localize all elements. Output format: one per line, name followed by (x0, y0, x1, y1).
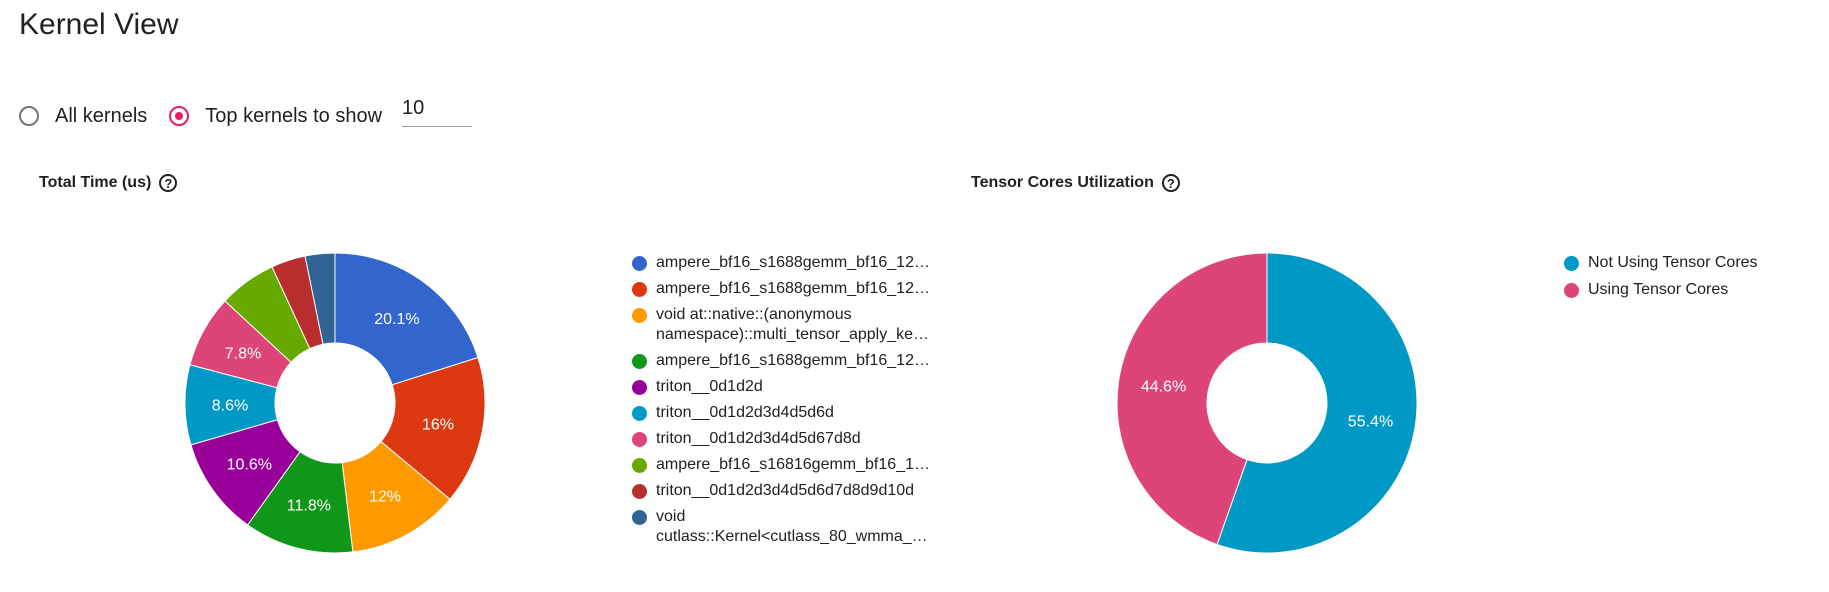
legend-item[interactable]: ampere_bf16_s1688gemm_bf16_12… (632, 253, 946, 273)
pie-slice[interactable] (304, 252, 336, 345)
legend-item[interactable]: ampere_bf16_s1688gemm_bf16_12… (632, 351, 946, 371)
kernel-filter-controls: All kernels Top kernels to show (19, 97, 473, 134)
legend-item[interactable]: triton__0d1d2d3d4d5d67d8d (632, 429, 946, 449)
legend-label-line: triton__0d1d2d3d4d5d67d8d (656, 430, 861, 447)
legend-color-dot (632, 282, 647, 297)
pie-slice[interactable] (380, 356, 486, 501)
legend-label: triton__0d1d2d (656, 377, 946, 397)
legend-label: Using Tensor Cores (1588, 280, 1828, 300)
top-kernels-label: Top kernels to show (205, 104, 383, 127)
tensor-cores-pie-chart: 55.4% 44.6% (1116, 252, 1418, 554)
legend-label: ampere_bf16_s1688gemm_bf16_12… (656, 279, 946, 299)
slice-percent-label: 7.8% (225, 345, 261, 362)
legend-label-line: triton__0d1d2d3d4d5d6d (656, 404, 834, 421)
legend-item[interactable]: Using Tensor Cores (1564, 280, 1828, 300)
slice-percent-label: 55.4% (1348, 414, 1393, 431)
legend-label-line: ampere_bf16_s16816gemm_bf16_1… (656, 456, 930, 473)
pie-slice[interactable] (334, 252, 479, 386)
legend-item[interactable]: triton__0d1d2d3d4d5d6d (632, 403, 946, 423)
legend-color-dot (632, 354, 647, 369)
top-kernels-count-input[interactable] (402, 97, 473, 127)
slice-percent-label: 11.8% (287, 498, 331, 515)
slice-percent-label: 20.1% (374, 311, 419, 328)
legend-color-dot (1564, 283, 1579, 298)
help-icon[interactable]: ? (159, 174, 178, 192)
tensor-cores-chart-title: Tensor Cores Utilization ? (971, 174, 1180, 192)
page-title: Kernel View (19, 8, 179, 41)
legend-label-line: namespace)::multi_tensor_apply_ke… (656, 326, 930, 343)
legend-item[interactable]: ampere_bf16_s1688gemm_bf16_12… (632, 279, 946, 299)
slice-percent-label: 10.6% (227, 457, 272, 474)
legend-label: ampere_bf16_s16816gemm_bf16_1… (656, 455, 946, 475)
total-time-legend: ampere_bf16_s1688gemm_bf16_12… ampere_bf1… (632, 253, 946, 553)
legend-label: Not Using Tensor Cores (1588, 253, 1828, 273)
legend-label-line: void at::native::(anonymous (656, 306, 852, 323)
legend-color-dot (632, 510, 647, 525)
total-time-chart-title: Total Time (us) ? (39, 174, 178, 192)
radio-selected-dot (175, 112, 184, 120)
total-time-pie-chart: 20.1% 16% 12% 11.8% 10.6% 8.6% 7.8% (184, 252, 486, 554)
legend-color-dot (632, 308, 647, 323)
legend-label-line: triton__0d1d2d (656, 378, 763, 395)
legend-label: triton__0d1d2d3d4d5d6d (656, 403, 946, 423)
legend-item[interactable]: ampere_bf16_s16816gemm_bf16_1… (632, 455, 946, 475)
legend-label-line: ampere_bf16_s1688gemm_bf16_12… (656, 254, 930, 271)
slice-percent-label: 8.6% (212, 397, 248, 414)
tensor-cores-title-text: Tensor Cores Utilization (971, 174, 1154, 191)
slice-percent-label: 12% (369, 488, 401, 505)
legend-color-dot (632, 256, 647, 271)
legend-label: ampere_bf16_s1688gemm_bf16_12… (656, 351, 946, 371)
legend-item[interactable]: Not Using Tensor Cores (1564, 253, 1828, 273)
legend-label: triton__0d1d2d3d4d5d67d8d (656, 429, 946, 449)
legend-label-line: void (656, 508, 686, 525)
pie-slice[interactable] (1116, 252, 1268, 546)
top-kernels-radio-option[interactable]: Top kernels to show (169, 105, 382, 128)
slice-percent-label: 44.6% (1141, 378, 1186, 395)
legend-item[interactable]: triton__0d1d2d (632, 377, 946, 397)
legend-label-line: ampere_bf16_s1688gemm_bf16_12… (656, 280, 930, 297)
legend-label-line: Not Using Tensor Cores (1588, 254, 1758, 271)
help-icon[interactable]: ? (1161, 174, 1180, 192)
legend-color-dot (632, 484, 647, 499)
all-kernels-radio[interactable] (19, 106, 39, 126)
all-kernels-radio-option[interactable]: All kernels (19, 105, 147, 128)
legend-label-line: Using Tensor Cores (1588, 281, 1729, 298)
slice-percent-label: 16% (422, 416, 454, 433)
legend-color-dot (1564, 256, 1579, 271)
all-kernels-label: All kernels (55, 104, 148, 127)
legend-label: triton__0d1d2d3d4d5d6d7d8d9d10d (656, 481, 946, 501)
legend-color-dot (632, 458, 647, 473)
legend-color-dot (632, 380, 647, 395)
legend-item[interactable]: triton__0d1d2d3d4d5d6d7d8d9d10d (632, 481, 946, 501)
tensor-cores-legend: Not Using Tensor Cores Using Tensor Cores (1564, 253, 1828, 307)
legend-label-line: triton__0d1d2d3d4d5d6d7d8d9d10d (656, 482, 915, 499)
top-kernels-radio[interactable] (169, 106, 190, 126)
legend-label: ampere_bf16_s1688gemm_bf16_12… (656, 253, 946, 273)
legend-color-dot (632, 432, 647, 447)
legend-label-line: ampere_bf16_s1688gemm_bf16_12… (656, 352, 930, 369)
total-time-title-text: Total Time (us) (39, 174, 152, 191)
legend-color-dot (632, 406, 647, 421)
legend-label-line: cutlass::Kernel<cutlass_80_wmma_… (656, 528, 928, 545)
